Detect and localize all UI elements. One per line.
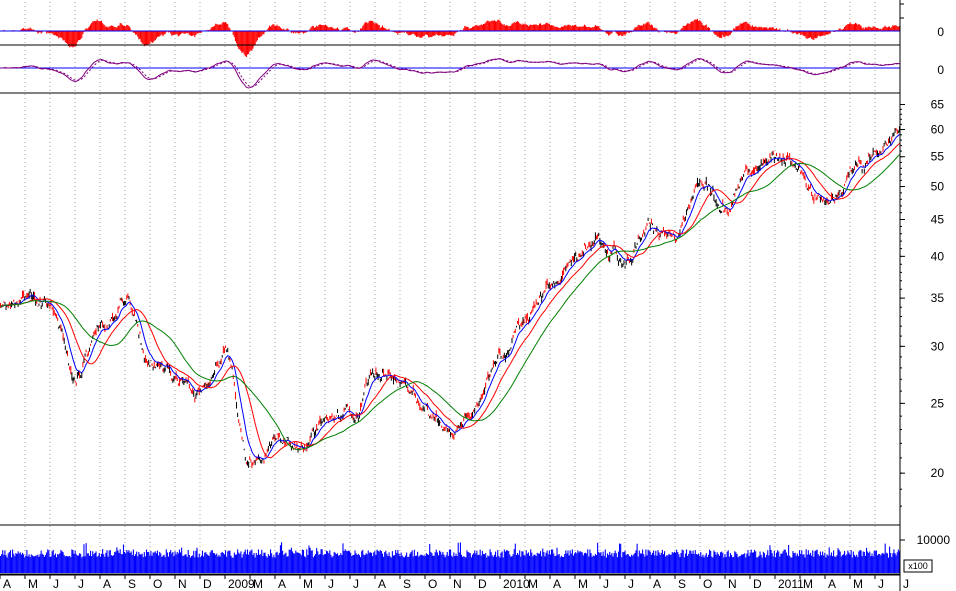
x-tick-label: D [478,577,487,591]
price-tick-label: 65 [931,98,945,112]
x-tick-label: M [528,577,538,591]
volume-tick-label: 10000 [917,533,951,547]
x-tick-label: A [378,577,386,591]
x-tick-label: M [28,577,38,591]
x-tick-label: M [578,577,588,591]
x-tick-label: A [828,577,836,591]
x-tick-label: J [878,577,884,591]
x-tick-label: O [703,577,712,591]
x-tick-label: A [653,577,661,591]
x-tick-label: O [153,577,162,591]
oscillator-panel [0,58,900,89]
x-tick-label: J [353,577,359,591]
volume-multiplier-box [903,559,933,573]
x-tick-label: S [678,577,686,591]
x-tick-label: A [278,577,286,591]
x-tick-label: J [603,577,609,591]
oscillator-signal [0,58,900,88]
x-tick-label: J [903,577,909,591]
x-tick-label: N [728,577,737,591]
price-panel [0,126,900,469]
x-tick-label: 2010 [503,577,530,591]
x-tick-label: J [628,577,634,591]
x-tick-label: M [853,577,863,591]
x-tick-label: M [803,577,813,591]
x-tick-label: N [178,577,187,591]
x-tick-label: 2009 [228,577,255,591]
ind2-zero-label: 0 [937,63,944,77]
x-tick-label: A [3,577,11,591]
volume-panel [0,542,901,573]
x-tick-label: S [403,577,411,591]
x-tick-label: M [253,577,263,591]
x-tick-label: M [303,577,313,591]
volume-multiplier-label: x100 [908,561,928,571]
axis-labels: 0 0 10000 x100 65 60 55 50 45 40 35 30 25 20 A M J J A… [0,25,950,591]
x-tick-label: S [128,577,136,591]
price-tick-label: 25 [931,396,945,410]
x-tick-label: J [328,577,334,591]
indicator-panel-top [0,18,901,57]
price-tick-label: 40 [931,249,945,263]
price-tick-label: 20 [931,466,945,480]
x-tick-label: 2011 [778,577,804,591]
ind1-zero-label: 0 [937,25,944,39]
price-tick-label: 30 [931,339,945,353]
x-tick-label: A [103,577,111,591]
x-tick-label: J [78,577,84,591]
price-tick-label: 55 [931,150,945,164]
x-tick-label: D [203,577,212,591]
price-tick-label: 35 [931,291,945,305]
price-tick-label: 45 [931,213,945,227]
x-tick-label: A [553,577,561,591]
moving-average-blue [0,133,900,460]
x-tick-label: J [53,577,59,591]
moving-average-green [0,154,900,451]
price-tick-label: 50 [931,180,945,194]
price-tick-label: 60 [931,123,945,137]
x-tick-label: O [428,577,437,591]
x-tick-label: N [453,577,462,591]
x-tick-label: D [753,577,762,591]
